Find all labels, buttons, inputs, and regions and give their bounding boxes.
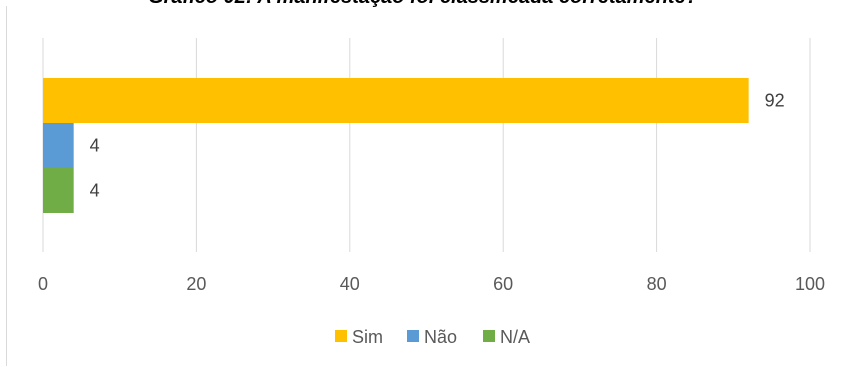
legend-swatch <box>335 330 347 342</box>
chart-area <box>6 6 836 366</box>
x-tick-label: 60 <box>493 274 513 294</box>
chart-title: Gráfico 02: A manifestação foi classific… <box>0 0 846 9</box>
legend-swatch <box>483 330 495 342</box>
data-label: 92 <box>765 91 785 111</box>
bar-sim <box>43 78 749 123</box>
x-axis-ticks: 0 20 40 60 80 100 <box>38 274 825 294</box>
x-tick-label: 40 <box>340 274 360 294</box>
legend: Sim Não N/A <box>335 327 530 347</box>
legend-swatch <box>407 330 419 342</box>
bars <box>43 78 749 213</box>
bar-n-a <box>43 168 74 213</box>
data-labels: 92 4 4 <box>90 91 785 201</box>
x-tick-label: 100 <box>795 274 825 294</box>
data-label: 4 <box>90 181 100 201</box>
x-tick-label: 0 <box>38 274 48 294</box>
legend-label: N/A <box>500 327 530 347</box>
x-tick-label: 80 <box>647 274 667 294</box>
bar-n-o <box>43 123 74 168</box>
x-tick-label: 20 <box>186 274 206 294</box>
gridlines <box>42 38 811 252</box>
legend-label: Não <box>424 327 457 347</box>
legend-label: Sim <box>352 327 383 347</box>
data-label: 4 <box>90 136 100 156</box>
